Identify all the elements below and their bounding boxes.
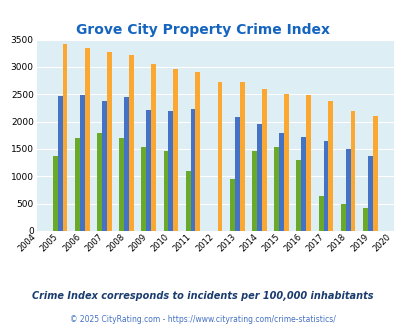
Bar <box>75 138 80 231</box>
Bar <box>296 160 301 231</box>
Bar <box>102 101 107 231</box>
Text: Grove City Property Crime Index: Grove City Property Crime Index <box>76 23 329 37</box>
Bar <box>58 96 62 231</box>
Bar <box>284 94 288 231</box>
Bar <box>328 101 333 231</box>
Bar <box>261 89 266 231</box>
Bar <box>97 133 102 231</box>
Bar <box>119 138 124 231</box>
Bar <box>362 208 367 231</box>
Bar <box>301 137 305 231</box>
Bar <box>168 111 173 231</box>
Bar <box>279 133 284 231</box>
Bar <box>62 44 67 231</box>
Bar <box>230 179 234 231</box>
Bar <box>163 151 168 231</box>
Bar <box>252 151 256 231</box>
Bar <box>53 155 58 231</box>
Bar <box>151 64 156 231</box>
Bar <box>146 110 151 231</box>
Bar <box>234 117 239 231</box>
Bar <box>345 149 350 231</box>
Bar <box>372 115 377 231</box>
Bar <box>217 82 222 231</box>
Bar <box>124 97 129 231</box>
Bar <box>323 141 328 231</box>
Bar <box>185 171 190 231</box>
Bar <box>239 82 244 231</box>
Bar <box>141 147 146 231</box>
Bar <box>107 52 111 231</box>
Bar <box>318 196 323 231</box>
Bar <box>190 109 195 231</box>
Bar <box>85 49 90 231</box>
Bar <box>274 147 279 231</box>
Bar <box>256 124 261 231</box>
Bar <box>173 69 178 231</box>
Bar <box>367 155 372 231</box>
Bar <box>129 55 134 231</box>
Bar <box>80 95 85 231</box>
Bar <box>350 111 354 231</box>
Text: Crime Index corresponds to incidents per 100,000 inhabitants: Crime Index corresponds to incidents per… <box>32 291 373 301</box>
Bar <box>340 204 345 231</box>
Bar <box>305 95 310 231</box>
Bar <box>195 72 200 231</box>
Text: © 2025 CityRating.com - https://www.cityrating.com/crime-statistics/: © 2025 CityRating.com - https://www.city… <box>70 315 335 324</box>
